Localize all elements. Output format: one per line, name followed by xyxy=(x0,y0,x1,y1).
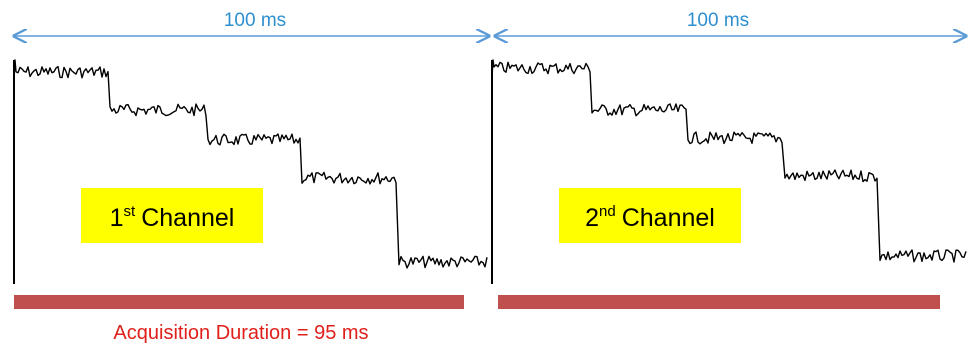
channel-1-signal-trace xyxy=(13,59,488,269)
channel-1-label-box xyxy=(81,188,263,243)
channel-1-label: 1st Channel xyxy=(110,203,235,232)
interval-label-2: 100 ms xyxy=(687,10,749,31)
acquisition-bar-1 xyxy=(14,295,464,309)
acquisition-duration-caption: Acquisition Duration = 95 ms xyxy=(113,322,368,344)
channel-2-label-box xyxy=(559,188,741,243)
channel-2-label: 2nd Channel xyxy=(585,203,715,232)
acquisition-bar-2 xyxy=(498,295,940,309)
channel-2-signal-trace xyxy=(491,59,967,263)
interval-label-1: 100 ms xyxy=(224,10,286,31)
